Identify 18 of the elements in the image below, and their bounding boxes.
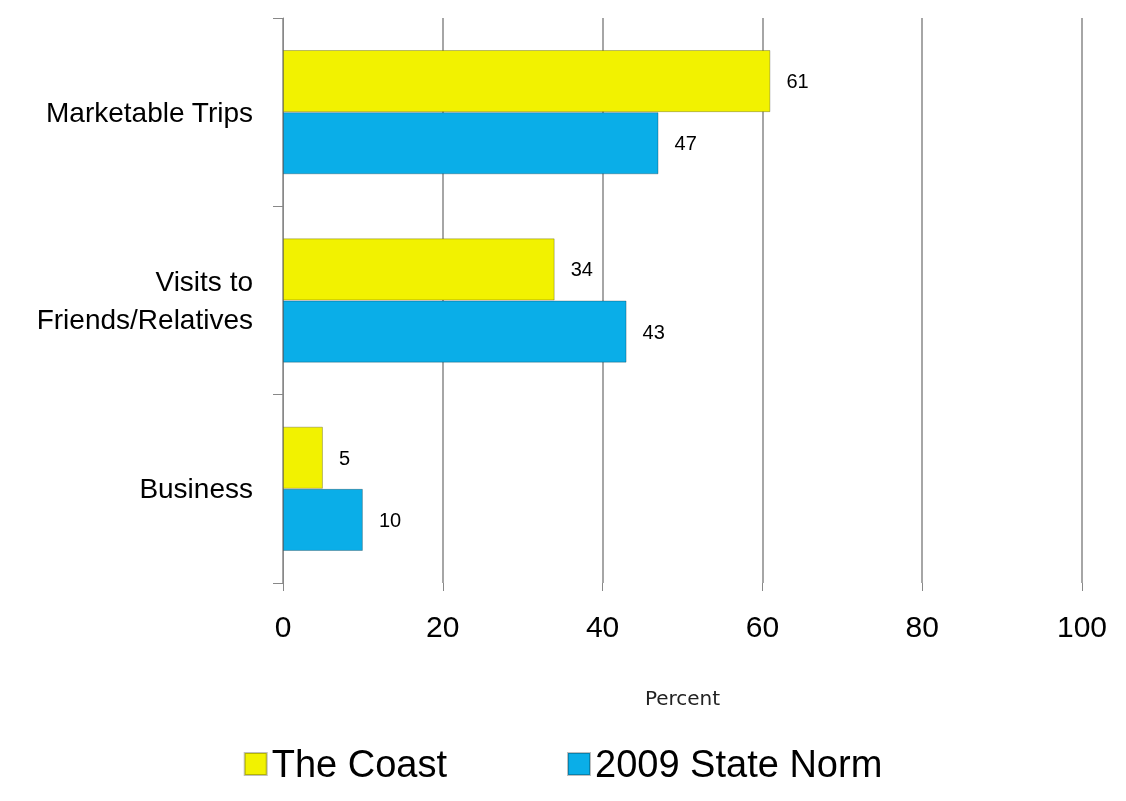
data-label: 5 xyxy=(338,446,351,469)
data-label: 34 xyxy=(570,258,593,281)
x-tick-label: 80 xyxy=(905,609,939,643)
x-tick-label: 60 xyxy=(745,609,780,643)
data-label: 10 xyxy=(378,508,402,531)
data-label: 61 xyxy=(786,70,809,93)
legend-label: 2009 State Norm xyxy=(595,743,883,785)
legend-label: The Coast xyxy=(271,743,448,785)
y-tick-label: Marketable Trips xyxy=(46,96,253,128)
data-label: 43 xyxy=(642,320,665,343)
y-tick-label: Business xyxy=(139,473,253,505)
x-tick-label: 0 xyxy=(274,609,292,643)
x-tick-label: 40 xyxy=(585,609,620,643)
x-tick-label: 20 xyxy=(426,609,460,643)
data-label: 47 xyxy=(674,132,697,155)
x-axis-title: Percent xyxy=(644,686,721,710)
x-tick-label: 100 xyxy=(1056,609,1108,643)
y-tick-label: Visits to Friends/Relatives xyxy=(36,266,253,335)
